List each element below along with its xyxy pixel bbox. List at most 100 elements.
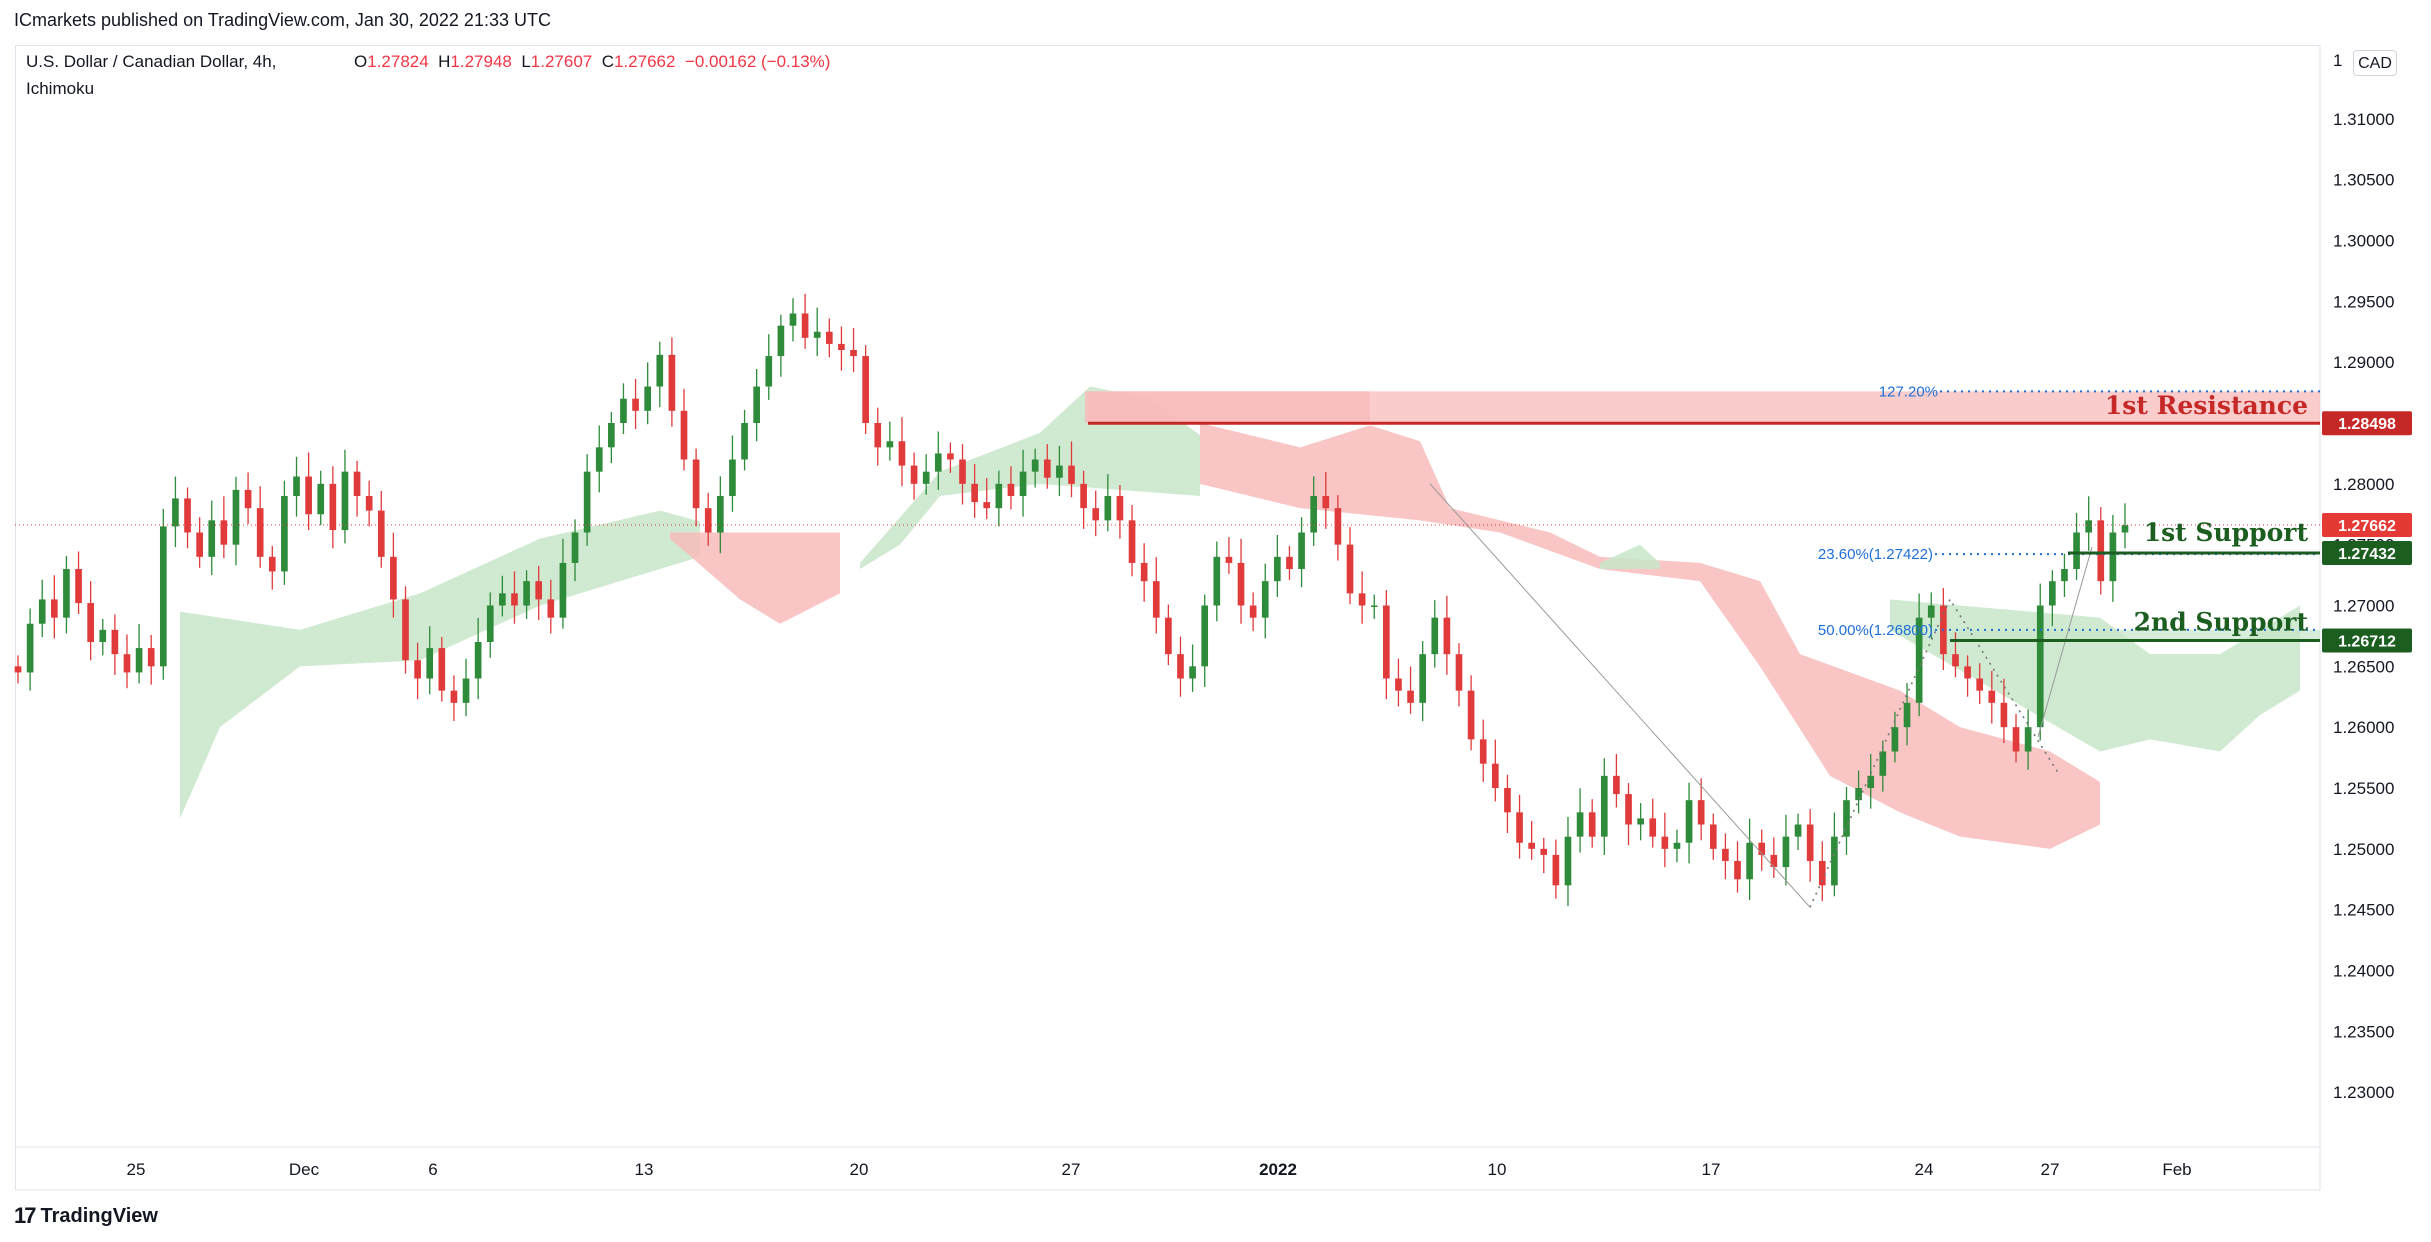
support-zone	[1950, 629, 2320, 641]
candle-body	[825, 331, 833, 344]
candle-body	[1504, 788, 1511, 813]
candle-body	[680, 410, 688, 460]
candle-body	[438, 648, 446, 691]
candle-body	[220, 520, 228, 545]
candle-body	[1649, 818, 1657, 837]
candle-body	[2097, 520, 2105, 582]
candle-body	[1407, 690, 1414, 703]
candle-body	[2024, 727, 2032, 752]
candle-body	[765, 356, 773, 387]
candle-body	[390, 556, 397, 600]
candle-body	[365, 496, 373, 511]
candle-body	[1564, 836, 1572, 886]
candle-body	[741, 423, 748, 460]
candle-body	[1903, 702, 1911, 728]
fib-50-label: 50.00%(1.26800)	[1818, 622, 1933, 639]
candle-body	[499, 593, 506, 606]
candle-body	[1104, 496, 1112, 521]
fib-127-label: 127.20%	[1879, 383, 1938, 400]
currency-button[interactable]: CAD	[2353, 50, 2397, 76]
candle-body	[1770, 854, 1778, 868]
candle-body	[2012, 727, 2020, 752]
candle-body	[281, 496, 288, 572]
candle-body	[123, 654, 131, 673]
candle-body	[1794, 824, 1802, 837]
candle-body	[656, 354, 664, 387]
indicator-legend-ichimoku[interactable]: Ichimoku	[26, 79, 95, 98]
candle-body	[293, 476, 300, 496]
candle-body	[922, 471, 930, 484]
candle-body	[87, 603, 94, 642]
candle-body	[789, 313, 797, 326]
candle-body	[1625, 794, 1632, 825]
candle-body	[329, 483, 337, 531]
candle-body	[1431, 617, 1439, 655]
candle-body	[1213, 556, 1221, 606]
candle-body	[256, 508, 264, 557]
candle-body	[1395, 678, 1402, 691]
candle-body	[111, 629, 119, 655]
candle-body	[862, 356, 869, 423]
time-tick-label: 25	[127, 1160, 146, 1179]
candle-body	[1988, 690, 1996, 703]
candle-body	[838, 343, 845, 350]
candle-body	[414, 660, 421, 679]
candle-body	[1782, 836, 1790, 868]
candle-body	[1322, 496, 1330, 509]
candle-body	[1613, 775, 1620, 795]
trend-line	[1429, 483, 1811, 908]
time-tick-label: 2022	[1259, 1160, 1297, 1179]
resistance-zone	[1088, 391, 2320, 424]
candle-body	[305, 476, 312, 515]
candle-body	[692, 459, 700, 509]
candle-body	[1310, 496, 1318, 533]
candle-body	[1552, 854, 1560, 886]
candle-body	[1128, 520, 1136, 563]
candle-body	[75, 569, 82, 604]
open-label: O	[354, 52, 368, 71]
ichimoku-cloud-2	[670, 532, 840, 624]
price-tick-label: 1.26500	[2333, 657, 2394, 676]
candle-body	[135, 648, 143, 673]
tradingview-logo-text: TradingView	[40, 1204, 158, 1227]
candle-body	[1346, 544, 1354, 594]
candle-body	[426, 648, 434, 679]
close-value: 1.27662	[613, 52, 676, 71]
candle-body	[1491, 763, 1499, 788]
price-tick-label: 1.29000	[2333, 353, 2394, 372]
candle-body	[1443, 617, 1451, 655]
candle-body	[1758, 842, 1766, 855]
price-tick-label: 1.23000	[2333, 1083, 2394, 1102]
fib-236-label: 23.60%(1.27422)	[1818, 546, 1933, 563]
candle-body	[1806, 824, 1814, 861]
price-tick-label: 1.27000	[2333, 597, 2394, 616]
support-1-price-tag-bg	[2322, 540, 2412, 565]
candle-body	[1043, 459, 1051, 478]
price-tick-label: 1.25500	[2333, 779, 2394, 798]
candle-body	[1358, 593, 1366, 606]
candle-body	[813, 331, 821, 338]
ohlc-values: O1.27824 H1.27948 L1.27607 C1.27662 −0.0…	[354, 52, 830, 72]
candle-body	[1673, 842, 1681, 849]
candle-body	[2121, 525, 2129, 533]
symbol-legend[interactable]: U.S. Dollar / Canadian Dollar, 4h, O1.27…	[26, 52, 830, 72]
candle-body	[232, 489, 240, 545]
support-2-price-tag-bg	[2322, 628, 2412, 653]
candle-body	[50, 599, 58, 618]
candle-body	[1140, 562, 1148, 582]
candle-body	[753, 386, 760, 423]
candle-body	[208, 520, 216, 557]
candle-body	[874, 423, 882, 448]
price-tick-label: 1.25000	[2333, 840, 2394, 859]
candle-body	[1298, 532, 1305, 569]
time-tick-label: 10	[1488, 1160, 1507, 1179]
candle-body	[1734, 861, 1741, 880]
price-tick-label: 1.31000	[2333, 110, 2394, 129]
tradingview-logo[interactable]: 17 TradingView	[14, 1203, 158, 1229]
candle-body	[462, 678, 470, 703]
candle-body	[547, 599, 555, 618]
candle-body	[1927, 605, 1935, 618]
candle-body	[184, 498, 191, 533]
candle-body	[1867, 775, 1875, 788]
